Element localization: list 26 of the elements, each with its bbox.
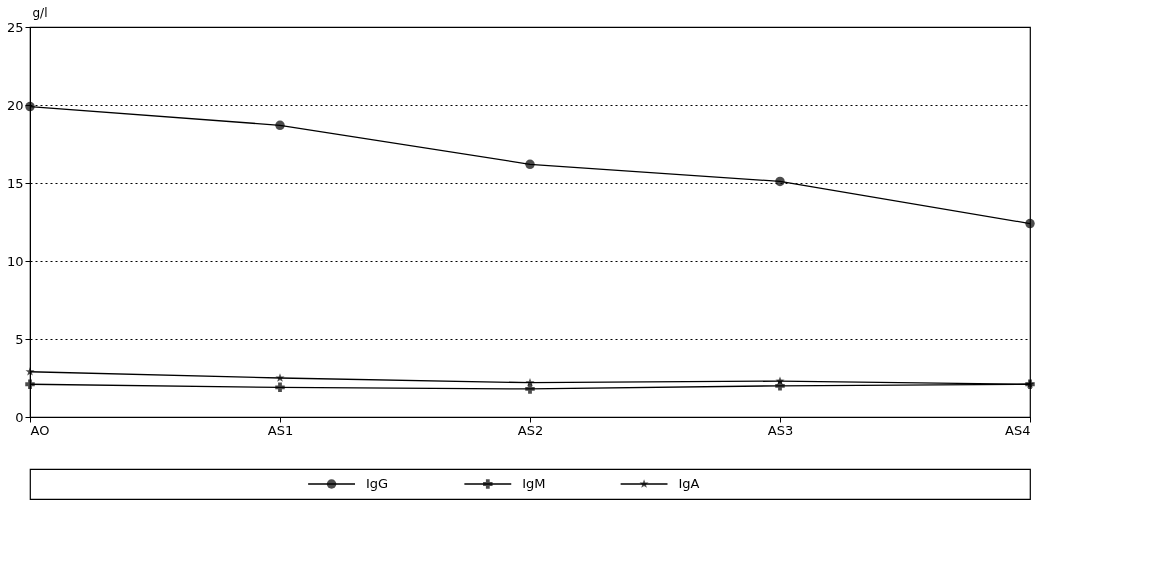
- point: [275, 373, 285, 382]
- x-tick-label: AS4: [1005, 422, 1031, 438]
- point: [525, 159, 535, 170]
- y-tick-label: 20: [6, 97, 24, 113]
- x-tick-label: AS3: [767, 422, 794, 438]
- y-tick-label: 10: [6, 253, 24, 269]
- point: [275, 120, 285, 131]
- y-tick-label: 25: [6, 19, 24, 35]
- point: [1025, 218, 1035, 229]
- point: [525, 377, 535, 387]
- point: [775, 176, 785, 187]
- y-tick-label: 0: [15, 409, 24, 425]
- point: [25, 101, 35, 112]
- x-tick-label: AS2: [517, 422, 544, 438]
- y-tick-label: 5: [15, 331, 24, 347]
- y-axis-title: g/l: [32, 5, 48, 20]
- legend-label: IgA: [678, 476, 700, 491]
- x-tick-label: AO: [30, 422, 50, 438]
- point: [525, 384, 535, 394]
- legend-label: IgM: [522, 476, 546, 491]
- point: [25, 379, 35, 389]
- x-tick-label: AS1: [267, 422, 294, 438]
- point: [25, 367, 35, 376]
- legend-label: IgG: [365, 476, 389, 491]
- y-tick-label: 15: [6, 175, 24, 191]
- point: [275, 382, 285, 393]
